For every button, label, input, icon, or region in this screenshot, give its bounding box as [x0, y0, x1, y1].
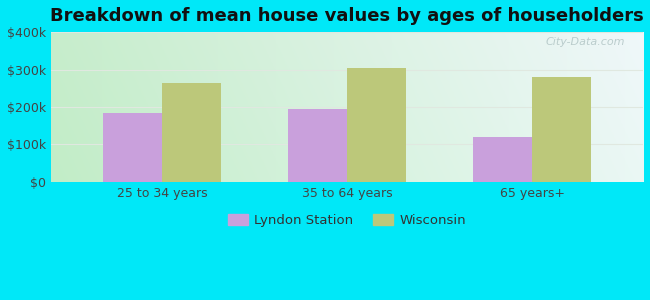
Bar [288, 109, 347, 182]
Legend: Lyndon Station, Wisconsin: Lyndon Station, Wisconsin [222, 208, 471, 232]
Bar [473, 137, 532, 182]
Bar [103, 112, 162, 182]
Bar [162, 82, 221, 182]
Bar [347, 68, 406, 182]
Bar [532, 77, 592, 182]
Text: City-Data.com: City-Data.com [546, 37, 625, 46]
Title: Breakdown of mean house values by ages of householders: Breakdown of mean house values by ages o… [50, 7, 644, 25]
